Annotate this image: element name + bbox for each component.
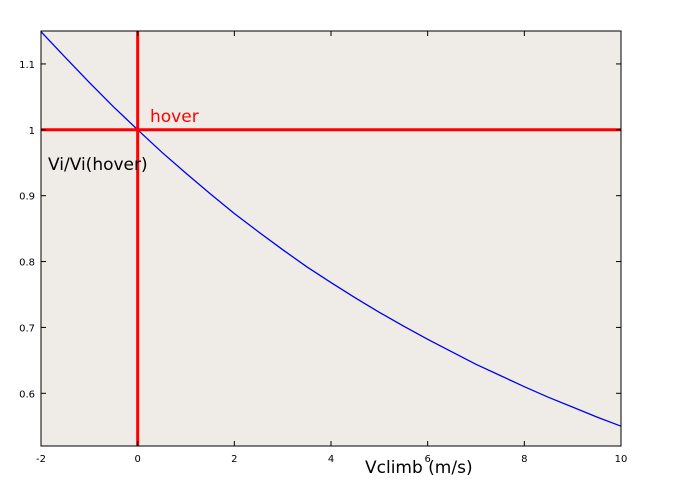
x-tick-label: 10 — [615, 454, 628, 465]
y-tick-label: 0.7 — [19, 323, 35, 334]
y-axis-label: Vi/Vi(hover) — [48, 155, 148, 175]
y-tick-label: 0.9 — [19, 192, 35, 203]
x-tick-label: 8 — [521, 454, 527, 465]
y-tick-label: 0.8 — [19, 258, 35, 269]
plot-area — [41, 31, 621, 446]
x-tick-label: 2 — [231, 454, 237, 465]
x-tick-label: 6 — [424, 454, 430, 465]
y-tick-label: 0.6 — [19, 389, 35, 400]
y-tick-label: 1 — [29, 126, 35, 137]
x-tick-label: -2 — [36, 454, 46, 465]
hover-annotation: hover — [150, 107, 199, 127]
x-axis-label: Vclimb (m/s) — [365, 458, 473, 478]
x-tick-label: 4 — [328, 454, 334, 465]
y-tick-label: 1.1 — [19, 60, 35, 71]
x-tick-label: 0 — [134, 454, 140, 465]
